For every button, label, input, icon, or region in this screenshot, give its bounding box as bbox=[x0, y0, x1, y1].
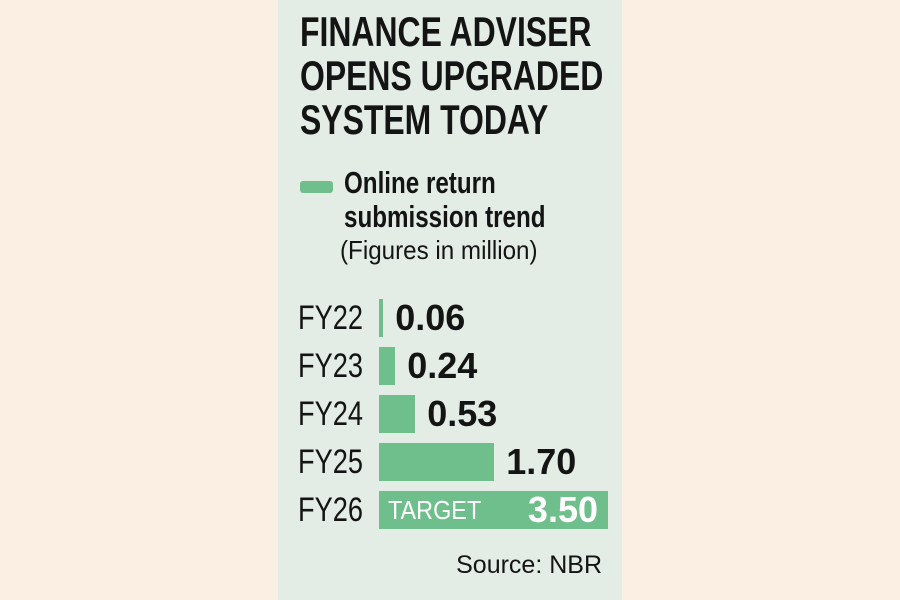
legend-label-line-2: submission trend bbox=[344, 199, 546, 234]
bar-chart: FY22 0.06 FY23 0.24 FY24 0.53 FY25 1.70 FY26 TARG… bbox=[298, 297, 608, 539]
value-label: 0.53 bbox=[427, 393, 498, 434]
chart-row: FY22 0.06 bbox=[298, 297, 608, 338]
category-label: FY24 bbox=[298, 394, 364, 433]
title-line-3: SYSTEM TODAY bbox=[300, 96, 549, 143]
chart-row: FY23 0.24 bbox=[298, 345, 608, 386]
title-line-2: OPENS UPGRADED bbox=[300, 52, 604, 99]
chart-row: FY24 0.53 bbox=[298, 393, 608, 434]
value-label: 1.70 bbox=[506, 441, 577, 482]
chart-panel: FINANCE ADVISER OPENS UPGRADED SYSTEM TO… bbox=[278, 0, 622, 600]
category-label: FY23 bbox=[298, 346, 364, 385]
category-label: FY25 bbox=[298, 442, 364, 481]
unit-note: (Figures in million) bbox=[340, 235, 538, 265]
value-label: 3.50 bbox=[527, 489, 598, 530]
page-title: FINANCE ADVISER OPENS UPGRADED SYSTEM TO… bbox=[300, 10, 603, 142]
legend-swatch-icon bbox=[300, 181, 333, 193]
chart-row: FY26 TARGET 3.50 bbox=[298, 489, 608, 530]
value-label: 0.06 bbox=[395, 297, 466, 338]
bar bbox=[379, 443, 495, 481]
bar-annotation: TARGET bbox=[388, 494, 482, 525]
category-label: FY26 bbox=[298, 490, 364, 529]
bar bbox=[379, 299, 384, 337]
legend-label-line-1: Online return bbox=[344, 165, 496, 200]
title-line-1: FINANCE ADVISER bbox=[300, 8, 592, 55]
category-label: FY22 bbox=[298, 298, 364, 337]
bar: TARGET 3.50 bbox=[379, 489, 608, 530]
bar bbox=[379, 347, 396, 385]
legend-label: Online return submission trend bbox=[344, 166, 546, 234]
chart-row: FY25 1.70 bbox=[298, 441, 608, 482]
source-attribution: Source: NBR bbox=[456, 551, 602, 579]
value-label: 0.24 bbox=[407, 345, 478, 386]
bar bbox=[379, 395, 416, 433]
